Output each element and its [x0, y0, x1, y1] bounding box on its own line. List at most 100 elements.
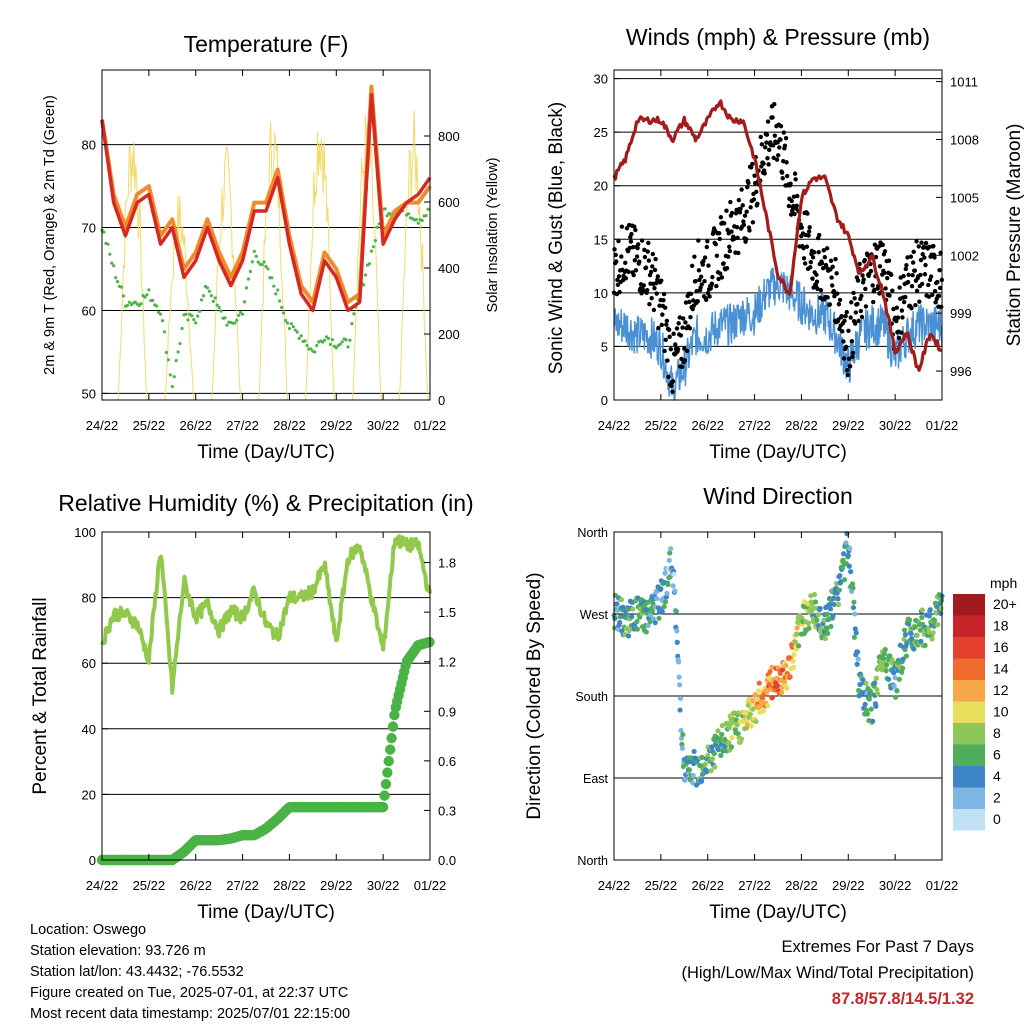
wind-direction-point	[617, 619, 623, 626]
gust-point	[908, 254, 914, 259]
wind-direction-point	[873, 703, 879, 709]
gust-point	[666, 327, 672, 333]
y-tick-label: West	[580, 608, 609, 622]
gust-point	[736, 250, 741, 256]
gust-point	[937, 267, 942, 273]
gust-point	[828, 258, 834, 263]
legend-swatch	[953, 658, 985, 680]
wind-direction-point	[650, 600, 656, 607]
wind-direction-point	[796, 643, 802, 649]
temp-2m-line	[100, 93, 432, 313]
dewpoint-point	[223, 316, 227, 320]
gust-point	[784, 173, 790, 179]
wind-direction-point	[811, 605, 817, 611]
wind-direction-point	[688, 755, 694, 761]
gust-point	[627, 245, 632, 251]
gust-point	[782, 143, 788, 148]
gust-point	[922, 255, 927, 260]
wind-direction-point	[717, 736, 723, 742]
gust-point	[614, 259, 619, 264]
gust-point	[900, 315, 905, 320]
gust-point	[811, 250, 817, 255]
gust-point	[755, 201, 760, 207]
gust-point	[910, 260, 916, 265]
gust-point	[843, 313, 848, 319]
gust-point	[623, 260, 628, 266]
wind-direction-point	[814, 617, 820, 623]
y-tick-label: 60	[82, 303, 96, 318]
dewpoint-point	[108, 252, 112, 256]
gust-point	[642, 254, 648, 260]
dewpoint-point	[348, 338, 352, 342]
dewpoint-point	[369, 249, 374, 253]
y-tick-label: 10	[594, 286, 608, 301]
gust-point	[739, 187, 744, 192]
x-tick-label: 27/22	[226, 878, 259, 893]
legend-swatch	[953, 809, 985, 831]
gust-point	[880, 242, 885, 248]
y-right-tick-label: 600	[438, 195, 460, 210]
dewpoint-point	[178, 341, 182, 346]
gust-point	[714, 283, 719, 289]
wind-direction-point	[678, 727, 684, 734]
gust-point	[683, 320, 688, 325]
legend-label: 2	[993, 790, 1001, 806]
gust-point	[795, 193, 800, 199]
wind-direction-point	[922, 642, 928, 648]
gust-point	[927, 244, 932, 250]
y-tick-label: 80	[82, 591, 96, 606]
wind-direction-point	[682, 776, 688, 782]
gust-point	[903, 294, 908, 300]
elevation-text: Station elevation: 93.726 m	[30, 943, 206, 959]
dewpoint-point	[385, 214, 389, 218]
gust-point	[702, 255, 708, 260]
dewpoint-point	[244, 286, 249, 290]
gust-point	[647, 301, 652, 307]
gust-point	[766, 162, 771, 167]
legend-label: 12	[993, 682, 1009, 698]
wind-direction-point	[680, 731, 686, 738]
gust-point	[818, 288, 824, 293]
wind-direction-point	[652, 620, 658, 626]
dewpoint-point	[322, 338, 327, 342]
gust-point	[741, 222, 747, 228]
dewpoint-point	[125, 303, 129, 308]
wind-direction-point	[900, 665, 906, 671]
precipitation-point	[382, 767, 393, 778]
gust-point	[709, 281, 715, 286]
wind-direction-point	[792, 639, 798, 645]
wind-direction-point	[754, 696, 760, 702]
wind-direction-point	[791, 652, 797, 658]
wind-direction-point	[926, 629, 932, 636]
gust-point	[612, 247, 617, 252]
gust-point	[919, 240, 924, 245]
gust-point	[725, 227, 730, 233]
wind-direction-point	[864, 711, 871, 717]
temperature-ticks: 24/22 25/22 26/22 27/22 28/22 29/22 30/22 01/22…	[82, 70, 460, 433]
wind-direction-point	[851, 634, 857, 640]
y-right-tick-label: 400	[438, 261, 460, 276]
gust-point	[829, 275, 834, 280]
dewpoint-point	[106, 242, 110, 246]
dewpoint-point	[272, 284, 276, 288]
humidity-plot-frame	[101, 531, 431, 861]
gust-point	[777, 145, 782, 150]
gust-point	[616, 238, 621, 244]
gust-point	[936, 293, 942, 299]
dewpoint-point	[326, 336, 331, 341]
y-tick-label: 20	[82, 787, 96, 802]
gust-point	[705, 290, 711, 296]
precipitation-point	[384, 744, 396, 755]
gust-point	[847, 364, 853, 369]
wind-direction-point	[901, 627, 908, 633]
x-tick-label: 26/22	[691, 878, 724, 893]
wind-direction-point	[780, 667, 786, 673]
gust-point	[700, 262, 706, 267]
gust-point	[677, 315, 682, 320]
gust-point	[926, 282, 931, 288]
gust-point	[727, 244, 732, 250]
dewpoint-point	[158, 312, 163, 316]
y-tick-label: 15	[594, 232, 608, 247]
gust-point	[855, 301, 860, 307]
wind-direction-point	[812, 599, 819, 605]
